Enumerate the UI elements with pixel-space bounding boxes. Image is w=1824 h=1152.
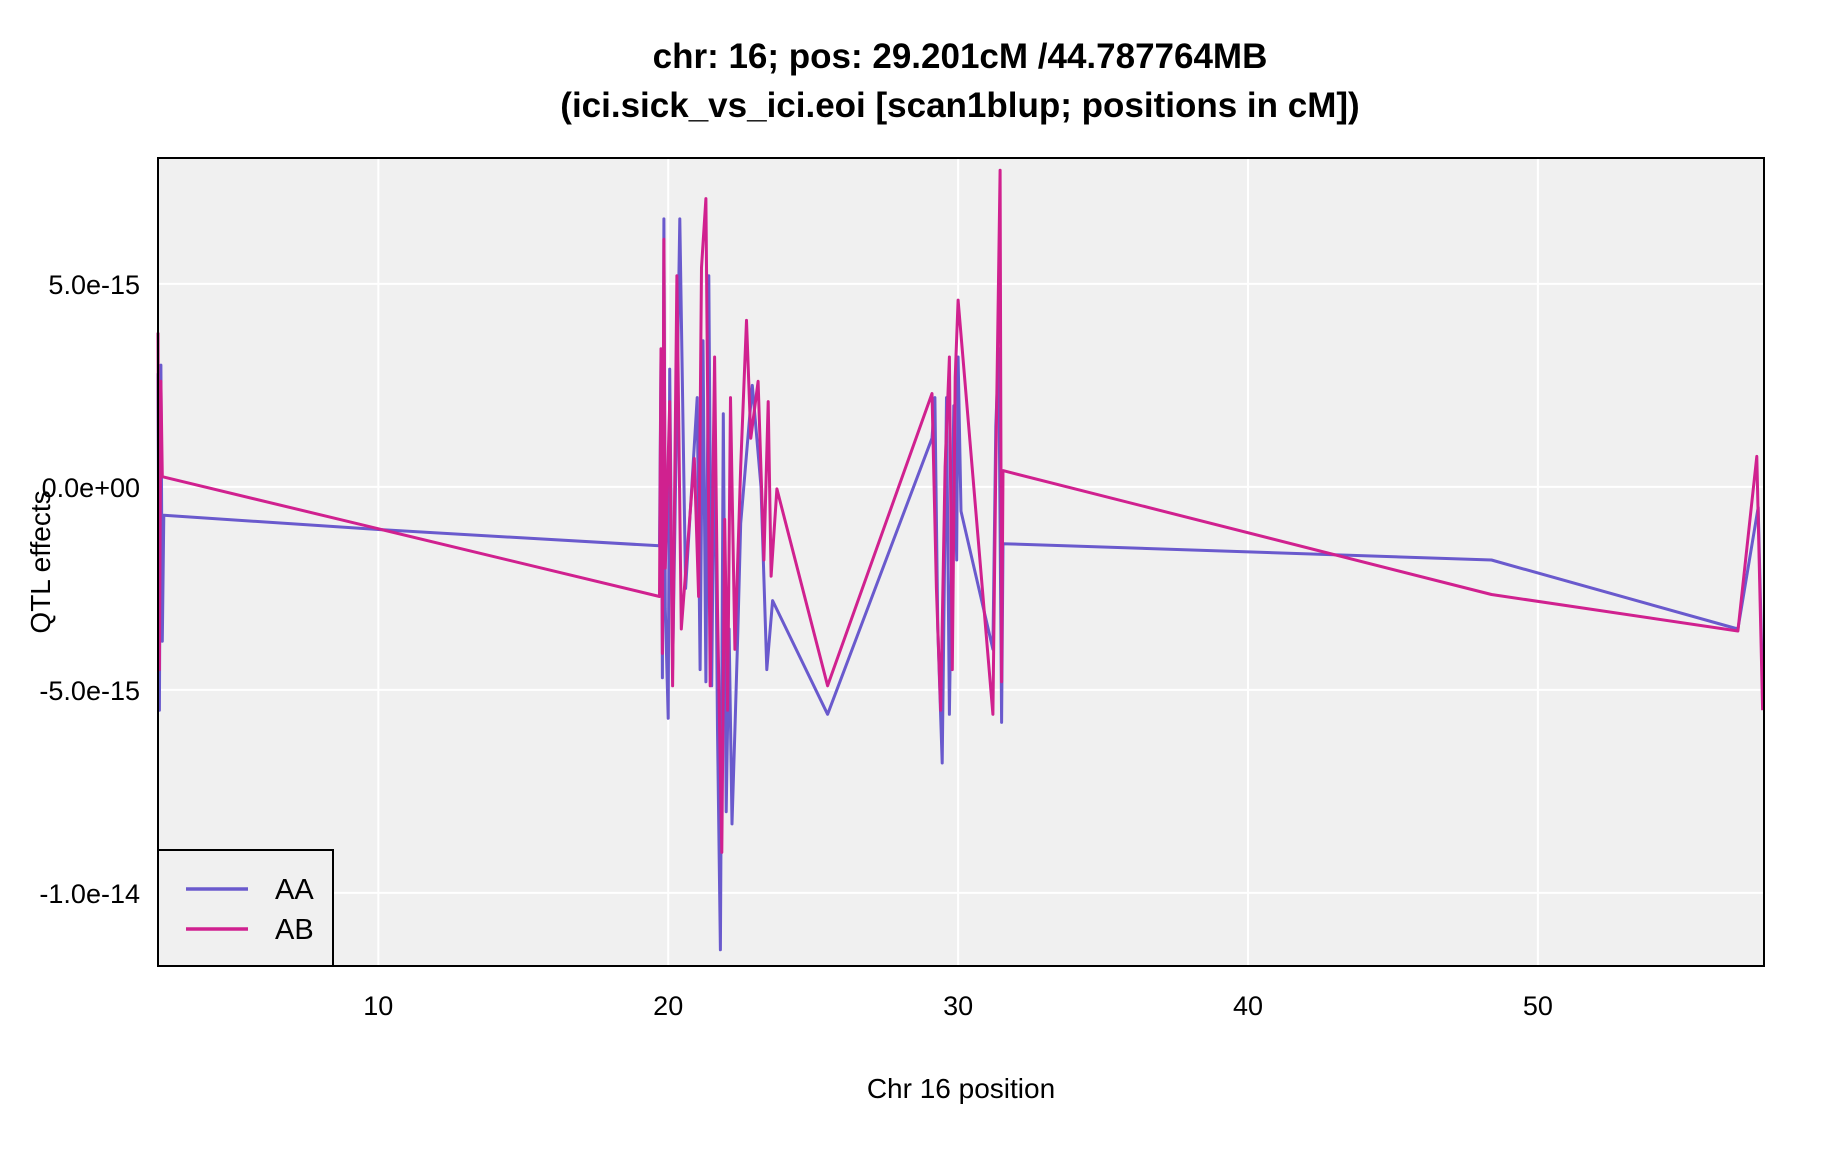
y-tick-label: 0.0e+00 bbox=[42, 473, 140, 503]
series-layer bbox=[156, 168, 1765, 952]
legend-box bbox=[157, 849, 334, 967]
x-tick-label: 10 bbox=[363, 991, 393, 1021]
x-tick-label: 30 bbox=[943, 991, 973, 1021]
legend: AA AB bbox=[157, 849, 334, 967]
legend-aa-label: AA bbox=[275, 874, 314, 906]
chart-subtitle: (ici.sick_vs_ici.eoi [scan1blup; positio… bbox=[560, 86, 1359, 125]
x-tick-labels: 10 20 30 40 50 bbox=[363, 991, 1553, 1021]
chart-title: chr: 16; pos: 29.201cM /44.787764MB bbox=[653, 37, 1268, 76]
y-tick-label: 5.0e-15 bbox=[48, 270, 140, 300]
legend-ab-label: AB bbox=[275, 914, 314, 946]
y-tick-label: -5.0e-15 bbox=[39, 676, 140, 706]
x-tick-label: 40 bbox=[1233, 991, 1263, 1021]
y-axis-label: QTL effects bbox=[25, 490, 56, 633]
x-tick-label: 50 bbox=[1523, 991, 1553, 1021]
series-line-ab bbox=[156, 168, 1765, 854]
y-tick-labels: 5.0e-15 0.0e+00 -5.0e-15 -1.0e-14 bbox=[39, 270, 140, 909]
plot-background bbox=[158, 158, 1764, 966]
plot-frame bbox=[157, 157, 1765, 967]
y-tick-label: -1.0e-14 bbox=[39, 879, 140, 909]
x-axis-label: Chr 16 position bbox=[867, 1073, 1055, 1104]
x-tick-label: 20 bbox=[653, 991, 683, 1021]
